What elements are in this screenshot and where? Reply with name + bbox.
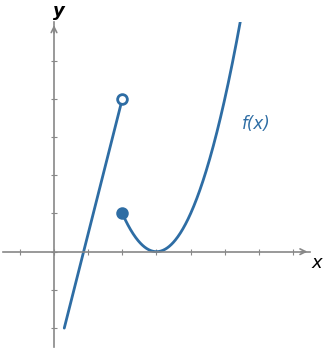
Text: x: x (312, 254, 322, 272)
Text: y: y (53, 2, 65, 20)
Text: f(x): f(x) (242, 116, 271, 133)
